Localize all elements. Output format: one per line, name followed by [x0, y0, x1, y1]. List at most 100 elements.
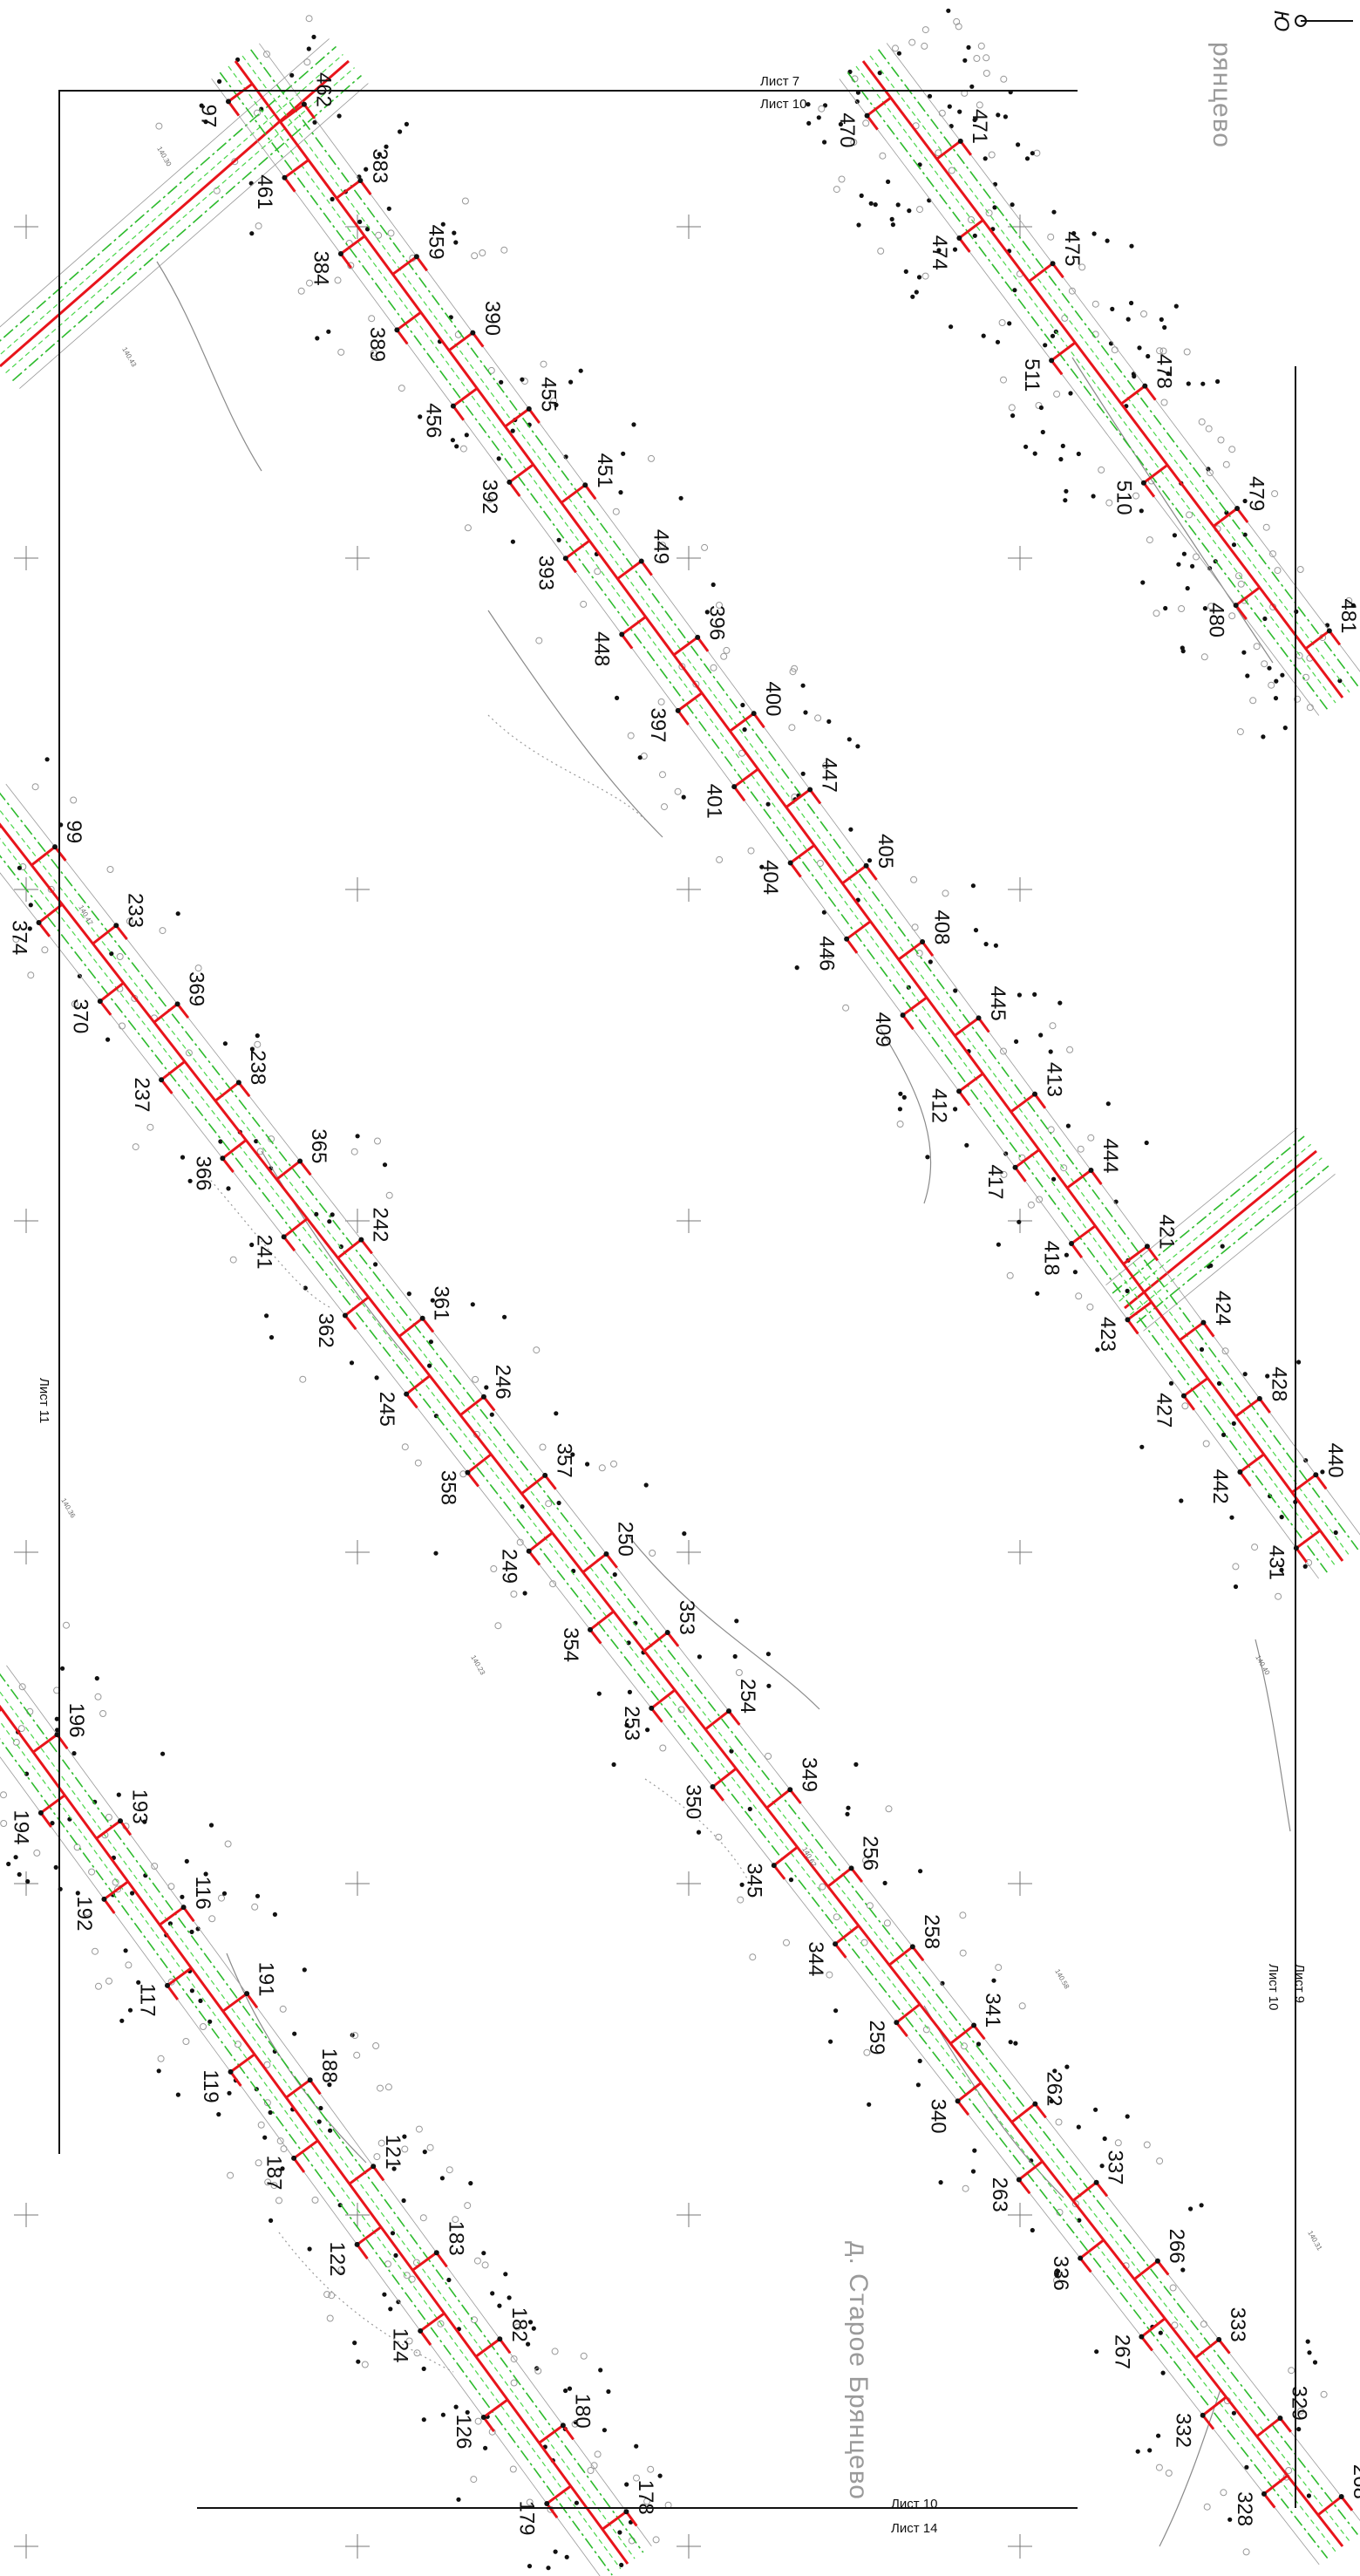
- station-label: 362: [314, 1313, 337, 1348]
- station-label: 249: [498, 1549, 521, 1584]
- station-label: 383: [368, 148, 391, 183]
- station-label: 344: [804, 1941, 827, 1976]
- station-label: 259: [865, 2020, 888, 2055]
- station-label: 119: [199, 2069, 222, 2102]
- station-label: 256: [859, 1836, 882, 1871]
- sheet-label-10-bottom: Лист 10: [891, 2497, 937, 2511]
- sheet-label-9: Лист 9: [1292, 1964, 1307, 2003]
- station-label: 336: [1049, 2256, 1072, 2291]
- station-label: 262: [1042, 2071, 1065, 2106]
- station-label: 428: [1267, 1366, 1290, 1401]
- station-label: 400: [761, 681, 785, 716]
- station-label: 358: [436, 1470, 459, 1505]
- station-label: 374: [8, 920, 31, 955]
- station-label: 474: [928, 235, 951, 270]
- pipeline-corridors: [0, 38, 1360, 2576]
- station-label: 475: [1060, 231, 1084, 266]
- elevation-mark: 140.58: [1053, 1968, 1071, 1991]
- station-label: 404: [758, 860, 782, 895]
- station-label: 396: [705, 605, 729, 640]
- station-label: 417: [983, 1164, 1007, 1199]
- station-label: 188: [317, 2048, 341, 2083]
- station-label: 328: [1233, 2491, 1256, 2526]
- station-label: 401: [703, 784, 726, 819]
- station-label: 369: [185, 971, 208, 1006]
- station-label: 370: [69, 998, 92, 1033]
- station-label: 187: [262, 2155, 286, 2190]
- elevation-mark: 140.43: [120, 346, 138, 369]
- station-label: 481: [1336, 598, 1360, 633]
- elevation-marks: 140.30140.43140.47140.36140.23140.62140.…: [59, 146, 1323, 2252]
- station-label: 510: [1112, 480, 1136, 515]
- station-label: 393: [534, 555, 557, 590]
- station-label: 332: [1172, 2413, 1195, 2448]
- station-label: 349: [797, 1757, 820, 1792]
- station-label: 340: [927, 2099, 950, 2134]
- station-label: 357: [552, 1443, 575, 1478]
- station-label: 196: [65, 1703, 88, 1738]
- station-label: 446: [815, 936, 839, 971]
- station-label: 341: [981, 1993, 1004, 2027]
- station-label: 384: [309, 251, 332, 286]
- station-label: 245: [375, 1392, 398, 1427]
- station-label: 178: [634, 2480, 657, 2515]
- station-label: 263: [988, 2177, 1011, 2212]
- station-label: 333: [1226, 2307, 1249, 2342]
- station-label: 350: [681, 1784, 704, 1819]
- station-label: 192: [72, 1896, 96, 1931]
- station-label: 431: [1264, 1545, 1288, 1580]
- station-label: 424: [1211, 1291, 1234, 1325]
- station-label: 267: [1110, 2334, 1133, 2369]
- station-label: 471: [968, 109, 991, 144]
- station-label: 345: [743, 1863, 766, 1898]
- village-name-bottom: д. Старое Брянцево: [844, 2241, 873, 2500]
- station-label: 237: [130, 1077, 153, 1112]
- station-label: 459: [424, 225, 447, 260]
- station-label: 462: [312, 72, 336, 107]
- village-name-top: рянцево: [1207, 42, 1236, 148]
- station-label: 412: [928, 1088, 951, 1123]
- sheet-label-14: Лист 14: [891, 2521, 937, 2536]
- station-label: 246: [491, 1365, 514, 1400]
- station-label: 447: [818, 758, 841, 793]
- station-label: 456: [421, 403, 445, 438]
- station-label: 121: [381, 2135, 405, 2170]
- station-label: 392: [478, 480, 501, 515]
- terrain-dots: [0, 8, 1356, 2571]
- station-label: 418: [1040, 1241, 1064, 1276]
- station-label: 511: [1020, 358, 1044, 392]
- station-label: 408: [930, 910, 954, 944]
- station-label: 390: [480, 301, 504, 336]
- station-label: 444: [1098, 1138, 1122, 1173]
- station-label: 409: [871, 1012, 894, 1047]
- sheet-label-7: Лист 7: [760, 74, 799, 89]
- station-label: 182: [507, 2307, 531, 2342]
- station-label: 405: [874, 834, 897, 869]
- elevation-mark: 140.23: [469, 1654, 486, 1677]
- station-label: 354: [559, 1627, 582, 1662]
- station-label: 179: [515, 2500, 539, 2535]
- station-label: 233: [123, 893, 146, 928]
- grid-crosses: [14, 215, 1032, 2559]
- station-label: 254: [736, 1679, 759, 1714]
- north-arrow-label: Ю: [1269, 10, 1293, 32]
- station-label: 445: [986, 986, 1010, 1021]
- station-label: 478: [1153, 354, 1176, 389]
- station-label: 353: [675, 1600, 698, 1635]
- station-label: 126: [452, 2414, 475, 2449]
- station-label: 440: [1323, 1443, 1347, 1478]
- station-label: 366: [191, 1155, 214, 1190]
- station-label: 241: [253, 1235, 276, 1270]
- station-label: 193: [128, 1789, 152, 1824]
- station-label: 266: [1165, 2229, 1188, 2264]
- contour-lines: [156, 261, 1291, 2547]
- station-label: 361: [430, 1285, 453, 1320]
- station-label: 183: [444, 2221, 467, 2256]
- station-label: 397: [646, 707, 670, 742]
- station-label: 258: [920, 1914, 943, 1949]
- sheet-label-10-top: Лист 10: [760, 97, 806, 112]
- station-label: 461: [253, 174, 276, 209]
- elevation-mark: 140.30: [155, 146, 173, 168]
- station-label: 97: [197, 105, 221, 128]
